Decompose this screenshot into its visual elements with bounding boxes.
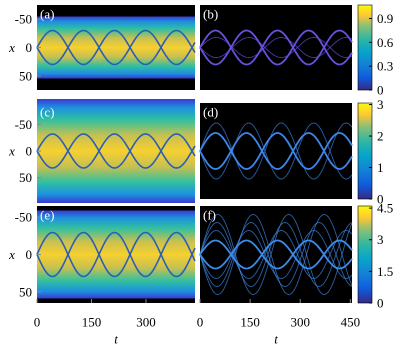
- y-axis-label: x: [8, 247, 15, 262]
- density-curve: [36, 133, 196, 169]
- x-tick-label: 450: [341, 315, 361, 330]
- panel-label: (a): [40, 7, 54, 22]
- x-tick-label: 300: [290, 315, 310, 330]
- heatmap-background: [200, 5, 352, 90]
- density-curve: [36, 29, 196, 66]
- density-curve: [199, 132, 353, 170]
- x-axis-label: t: [274, 332, 278, 345]
- density-curve: [199, 122, 353, 180]
- colorbar-tick-label: 3: [377, 232, 384, 247]
- panel-label: (d): [203, 105, 218, 120]
- y-tick-label: 0: [26, 144, 33, 159]
- density-curve: [36, 29, 196, 66]
- heatmap-background: [200, 103, 352, 199]
- density-curve: [199, 214, 353, 295]
- y-axis-label: x: [8, 144, 15, 159]
- colorbar-tick-label: 0.9: [377, 11, 393, 26]
- x-tick-label: 0: [34, 315, 41, 330]
- colorbar-tick-label: 2: [377, 129, 384, 144]
- colorbar: [357, 205, 373, 304]
- colorbar-tick-label: 0.6: [377, 35, 394, 50]
- x-axis-label: t: [114, 332, 118, 345]
- colorbar-tick-label: 3: [377, 97, 384, 112]
- density-curve: [199, 37, 353, 58]
- density-curve: [199, 37, 353, 58]
- panel-label: (b): [203, 7, 218, 22]
- colorbar-tick-label: 1: [377, 160, 384, 175]
- density-curve: [36, 133, 196, 169]
- density-curve: [199, 122, 353, 180]
- panel-label: (f): [203, 208, 216, 223]
- y-tick-label: 0: [26, 40, 33, 55]
- heatmap-band: [37, 16, 195, 79]
- colorbar-tick-label: 0: [377, 192, 384, 207]
- heatmap-band: [37, 99, 195, 203]
- panel-label: (c): [40, 105, 54, 120]
- density-curve: [199, 222, 353, 287]
- heatmap-background: [200, 206, 352, 303]
- density-curve: [199, 29, 353, 66]
- density-curve: [199, 29, 353, 66]
- y-tick-label: 50: [19, 284, 32, 299]
- density-curve: [199, 222, 353, 287]
- density-curve: [199, 239, 353, 270]
- density-curve: [36, 231, 196, 278]
- y-tick-label: 50: [19, 68, 32, 83]
- y-tick-label: 0: [26, 247, 33, 262]
- x-tick-label: 150: [240, 315, 260, 330]
- y-tick-label: 50: [19, 170, 32, 185]
- colorbar-tick-label: 0: [377, 83, 384, 98]
- x-tick-label: 150: [82, 315, 102, 330]
- y-tick-label: -50: [15, 210, 32, 225]
- colorbar: [357, 4, 373, 91]
- y-axis-label: x: [8, 40, 15, 55]
- heatmap-band: [37, 210, 195, 299]
- colorbar: [357, 102, 373, 200]
- density-curve: [199, 239, 353, 270]
- y-tick-label: -50: [15, 117, 32, 132]
- density-curve: [36, 231, 196, 278]
- density-curve: [199, 214, 353, 295]
- colorbar-tick-label: 1.5: [377, 264, 393, 279]
- x-tick-label: 0: [197, 315, 204, 330]
- y-tick-label: -50: [15, 12, 32, 27]
- x-tick-label: 300: [136, 315, 156, 330]
- colorbar-tick-label: 4.5: [377, 201, 393, 216]
- colorbar-tick-label: 0: [377, 296, 384, 311]
- panel-label: (e): [40, 208, 54, 223]
- colorbar-tick-label: 0.3: [377, 59, 393, 74]
- density-curve: [199, 132, 353, 170]
